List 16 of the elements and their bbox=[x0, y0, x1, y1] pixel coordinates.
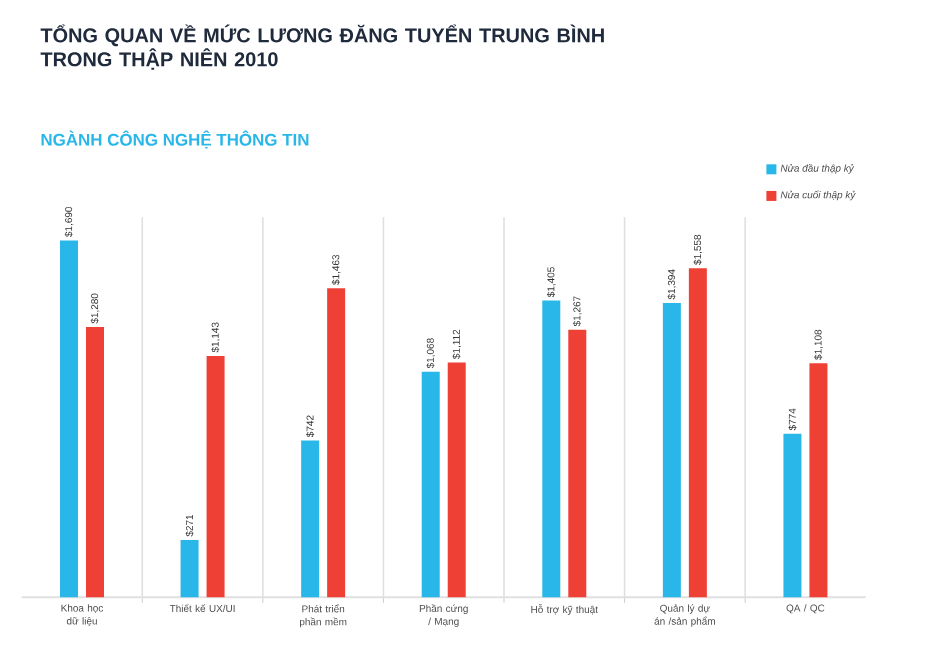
bar bbox=[542, 300, 561, 598]
bar bbox=[447, 362, 466, 598]
bar bbox=[59, 240, 78, 598]
bar bbox=[206, 355, 225, 598]
bar bbox=[783, 433, 802, 598]
bar bbox=[421, 371, 440, 598]
bar bbox=[86, 327, 104, 598]
bar bbox=[327, 288, 346, 598]
bar bbox=[662, 302, 681, 598]
bar bbox=[301, 440, 320, 598]
bar bbox=[688, 268, 707, 598]
bar bbox=[809, 363, 828, 598]
chart-title: TỔNG QUAN VỀ MỨC LƯƠNG ĐĂNG TUYỂN TRUNG BÌNH TRONG THẬP NIÊN 2010 bbox=[40, 24, 604, 70]
bar bbox=[568, 329, 587, 598]
chart-subtitle: NGÀNH CÔNG NGHỆ THÔNG TIN bbox=[41, 130, 309, 149]
bar bbox=[180, 540, 199, 598]
